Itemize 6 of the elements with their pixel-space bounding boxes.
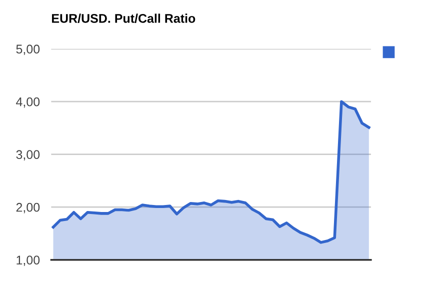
y-tick-label: 4,00 bbox=[16, 97, 40, 108]
chart-title: EUR/USD. Put/Call Ratio bbox=[52, 14, 196, 23]
y-tick-label: 3,00 bbox=[16, 150, 40, 160]
y-tick-label: 2,00 bbox=[16, 202, 40, 214]
y-tick-label: 1,00 bbox=[16, 256, 40, 266]
y-tick-label: 5,00 bbox=[16, 44, 40, 55]
